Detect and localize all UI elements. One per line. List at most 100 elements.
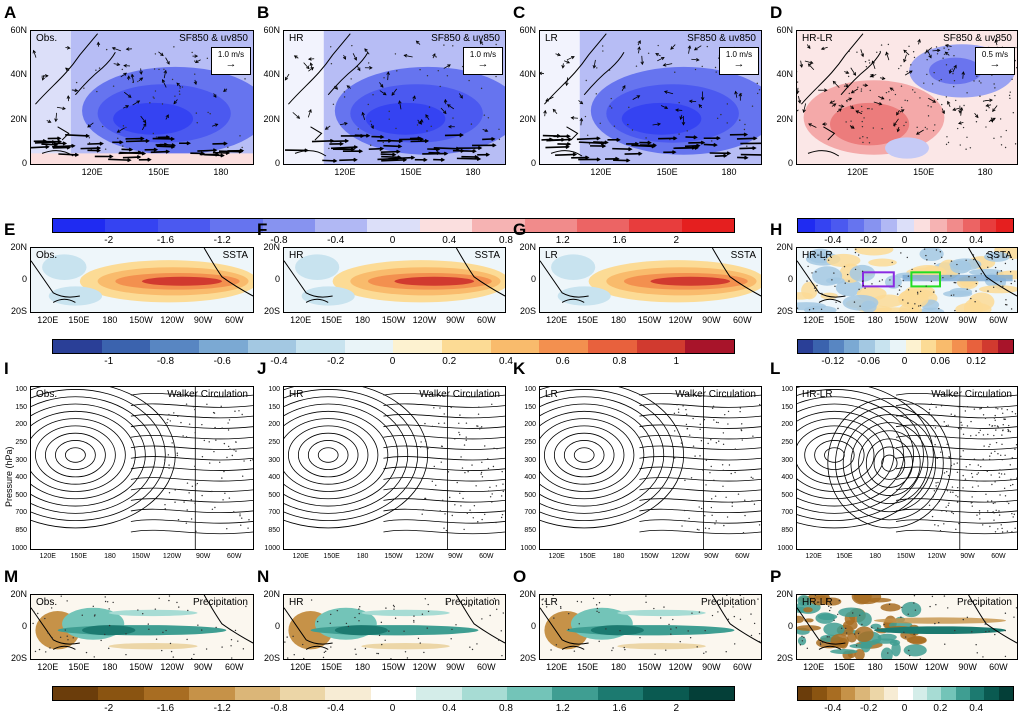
x-tick-label: 150W <box>132 552 150 562</box>
colorbar-swatch <box>102 340 151 353</box>
y-tick-label: 20N <box>776 114 793 124</box>
x-tick-label: 60W <box>989 315 1008 325</box>
x-tick-label: 150E <box>148 167 169 177</box>
colorbar-tick-label: 0 <box>390 357 396 367</box>
y-tick-label: 300 <box>524 456 536 466</box>
colorbar-swatch <box>689 687 734 700</box>
x-tick-label: 180 <box>355 315 370 325</box>
x-tick-label: 120E <box>548 552 564 562</box>
x-tick-label: 150E <box>577 315 598 325</box>
vector-reference-box: 0.5 m/s→ <box>975 47 1015 75</box>
x-tick-label: 120W <box>669 315 693 325</box>
colorbar-tick-label: -1.6 <box>157 236 174 246</box>
field-map <box>284 248 505 312</box>
y-tick-label: 400 <box>268 473 280 483</box>
panel-letter: E <box>4 221 15 238</box>
colorbar-tick-label: -0.4 <box>327 236 344 246</box>
arrow-right-icon: → <box>212 59 250 69</box>
x-tick-label: 90W <box>194 315 213 325</box>
colorbar-swatch <box>577 219 629 232</box>
panel-label-right: Precipitation <box>193 597 248 608</box>
panel-letter: A <box>4 4 16 21</box>
colorbar-tick-label: -2 <box>104 704 113 714</box>
colorbar-tick-label: 0.06 <box>931 357 950 367</box>
colorbar-swatch <box>158 219 210 232</box>
x-tick-label: 150W <box>897 552 915 562</box>
colorbar-swatch <box>881 219 898 232</box>
panel-label-left: HR-LR <box>802 597 833 608</box>
y-tick-label: 0 <box>531 274 536 284</box>
colorbar-tick-label: 1 <box>673 357 679 367</box>
x-tick-label: 180 <box>868 662 883 672</box>
panel-label-left: LR <box>545 597 558 608</box>
colorbar-swatch <box>685 340 734 353</box>
y-tick-label: 0 <box>275 158 280 168</box>
x-tick-label: 120E <box>847 167 868 177</box>
colorbar-swatch <box>813 340 828 353</box>
colorbar-swatch <box>539 340 588 353</box>
colorbar-swatch <box>870 687 884 700</box>
y-tick-label: 1000 <box>520 544 536 554</box>
colorbar-swatch <box>927 687 941 700</box>
panel-label-left: HR-LR <box>802 33 833 44</box>
panel-label-right: SF850 & uv850 <box>943 33 1012 44</box>
y-tick-label: 250 <box>15 438 27 448</box>
y-tick-label: 700 <box>781 508 793 518</box>
panel-label-left: LR <box>545 33 558 44</box>
y-tick-label: 40N <box>519 69 536 79</box>
y-tick-label: 60N <box>776 25 793 35</box>
y-tick-label: 200 <box>781 420 793 430</box>
colorbar-swatch <box>98 687 143 700</box>
panel-label-right: Walker Circulation <box>675 389 756 400</box>
x-tick-label: 60W <box>733 662 752 672</box>
colorbar-swatch <box>248 340 297 353</box>
x-tick-label: 150W <box>129 315 153 325</box>
x-tick-label: 90W <box>704 552 718 562</box>
colorbar-swatch <box>325 687 370 700</box>
x-tick-label: 150W <box>638 315 662 325</box>
colorbar-swatch <box>884 687 898 700</box>
colorbar-swatch <box>798 687 812 700</box>
y-tick-label: 0 <box>22 621 27 631</box>
panel-letter: M <box>4 568 18 585</box>
y-tick-label: 20S <box>264 306 280 316</box>
field-map <box>284 387 505 549</box>
colorbar-main <box>52 218 735 233</box>
y-tick-label: 850 <box>781 526 793 536</box>
x-tick-label: 150W <box>129 662 153 672</box>
colorbar-swatch <box>956 687 970 700</box>
x-tick-label: 120E <box>292 552 308 562</box>
y-tick-label: 0 <box>788 274 793 284</box>
x-tick-label: 180 <box>213 167 228 177</box>
colorbar-swatch <box>798 340 813 353</box>
colorbar-tick-label: 0.8 <box>613 357 627 367</box>
arrow-right-icon: → <box>976 59 1014 69</box>
y-tick-label: 1000 <box>777 544 793 554</box>
colorbar-swatch <box>855 687 869 700</box>
colorbar-tick-label: 1.6 <box>613 236 627 246</box>
colorbar-tick-label: 0 <box>390 704 396 714</box>
colorbar-swatch <box>841 687 855 700</box>
panel-label-left: HR <box>289 250 303 261</box>
panel-label-left: Obs. <box>36 250 57 261</box>
colorbar-swatch <box>859 340 874 353</box>
colorbar-swatch <box>420 219 472 232</box>
colorbar-tick-label: -0.8 <box>270 704 287 714</box>
y-tick-label: 0 <box>275 274 280 284</box>
x-tick-label: 120E <box>290 662 311 672</box>
colorbar-swatch <box>897 219 914 232</box>
colorbar-swatch <box>812 687 826 700</box>
y-tick-label: 0 <box>788 621 793 631</box>
y-tick-label: 0 <box>22 274 27 284</box>
field-map <box>540 248 761 312</box>
colorbar-swatch <box>936 340 951 353</box>
colorbar-tick-label: 0.4 <box>969 704 983 714</box>
y-tick-label: 150 <box>15 403 27 413</box>
x-tick-label: 120W <box>160 662 184 672</box>
x-tick-label: 150E <box>834 662 855 672</box>
y-tick-label: 100 <box>268 385 280 395</box>
colorbar-swatch <box>507 687 552 700</box>
